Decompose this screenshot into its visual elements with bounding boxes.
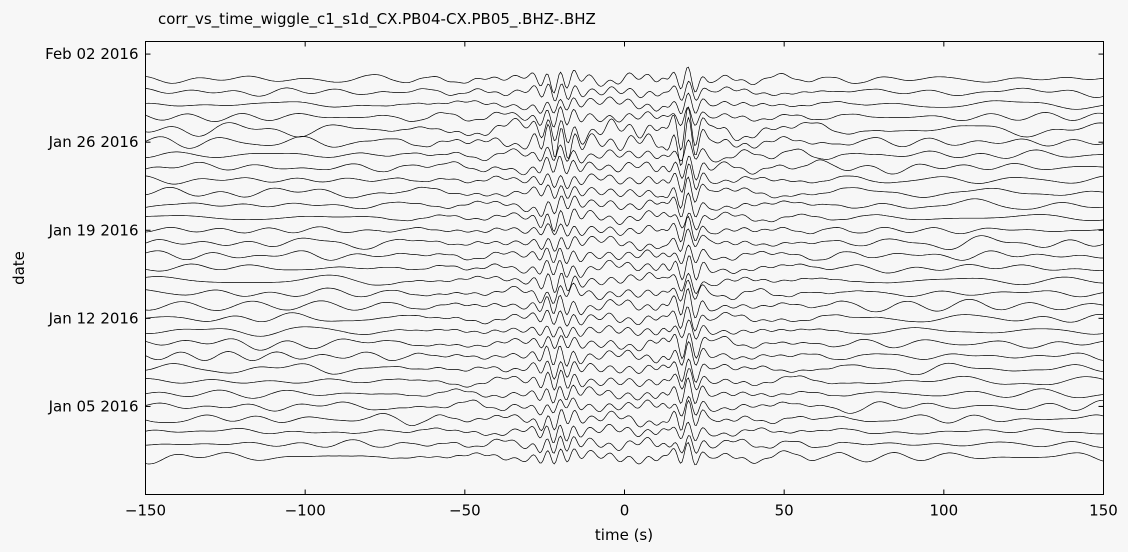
trace-line: [145, 66, 1104, 94]
trace-line: [145, 116, 1104, 166]
trace-line: [145, 255, 1104, 281]
trace-line: [145, 192, 1104, 218]
trace-line: [145, 341, 1104, 367]
y-tick-label: Jan 26 2016: [48, 133, 139, 151]
plot-frame: [145, 41, 1104, 495]
trace-line: [145, 106, 1104, 128]
y-axis-label: date: [10, 251, 28, 285]
trace-line: [145, 208, 1104, 233]
trace-line: [145, 435, 1104, 454]
x-tick-label: 100: [930, 502, 959, 520]
trace-line: [145, 441, 1104, 466]
trace-line: [145, 244, 1104, 265]
trace-line: [145, 421, 1104, 443]
trace-line: [145, 333, 1104, 360]
trace-line: [145, 358, 1104, 383]
y-tick-label: Jan 05 2016: [48, 397, 139, 415]
y-ticks: Feb 02 2016 Jan 26 2016 Jan 19 2016 Jan 12 …: [45, 45, 1104, 415]
trace-line: [145, 80, 1104, 102]
trace-line: [145, 176, 1104, 210]
trace-line: [145, 163, 1104, 193]
x-tick-label: 150: [1089, 502, 1118, 520]
y-tick-label: Jan 12 2016: [48, 309, 139, 327]
trace-line: [145, 306, 1104, 332]
traces: [145, 66, 1104, 466]
x-tick-label: 50: [775, 502, 794, 520]
x-tick-label: −50: [449, 502, 481, 520]
trace-line: [145, 319, 1104, 340]
trace-line: [145, 368, 1104, 391]
trace-line: [145, 106, 1104, 151]
trace-line: [145, 395, 1104, 417]
x-tick-label: −150: [125, 502, 166, 520]
x-axis-label: time (s): [595, 526, 653, 544]
trace-line: [145, 272, 1104, 295]
trace-line: [145, 399, 1104, 432]
x-ticks: −150 −100 −50 0 50 100 150: [125, 41, 1118, 520]
trace-line: [145, 279, 1104, 304]
x-tick-label: −100: [285, 502, 326, 520]
y-tick-label: Feb 02 2016: [45, 45, 138, 63]
trace-line: [145, 155, 1104, 181]
trace-line: [145, 377, 1104, 405]
trace-line: [145, 139, 1104, 164]
y-tick-label: Jan 19 2016: [48, 221, 139, 239]
trace-line: [145, 228, 1104, 253]
x-tick-label: 0: [620, 502, 630, 520]
trace-line: [145, 92, 1104, 115]
trace-line: [145, 288, 1104, 319]
chart-title: corr_vs_time_wiggle_c1_s1d_CX.PB04-CX.PB…: [158, 10, 596, 29]
trace-line: [145, 215, 1104, 243]
